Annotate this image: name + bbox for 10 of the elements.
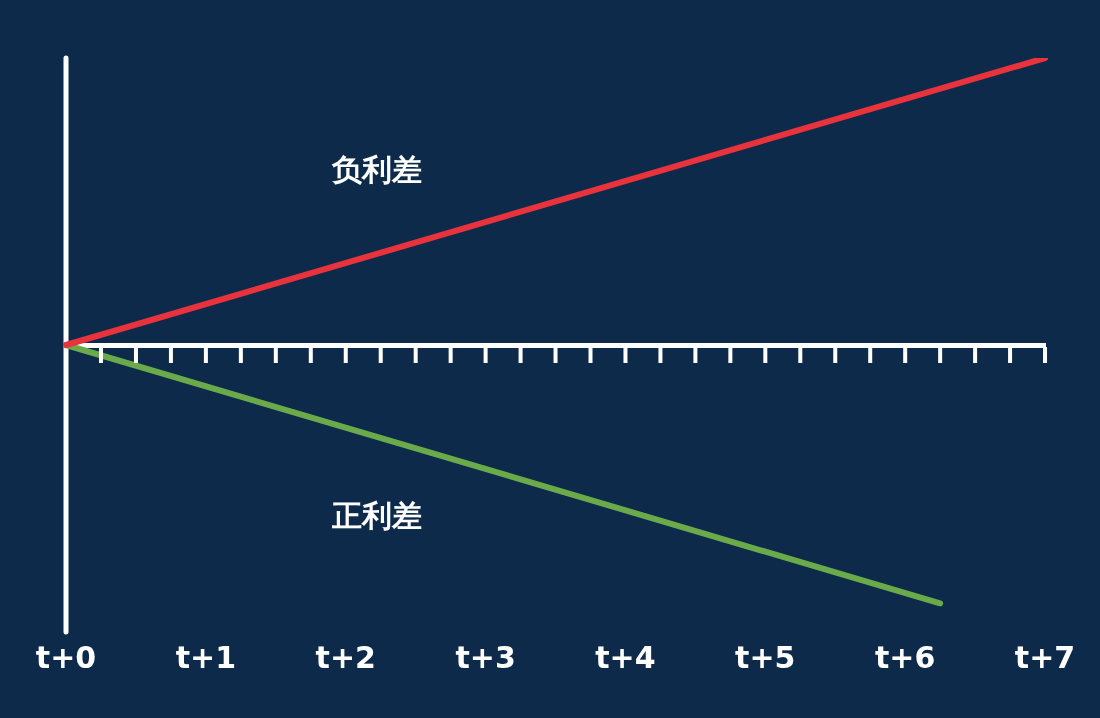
- x-tick-label: t+0: [35, 639, 97, 675]
- series-label: 正利差: [330, 498, 422, 534]
- series-label: 负利差: [330, 152, 422, 188]
- x-tick-label: t+5: [735, 639, 796, 675]
- x-tick-label: t+3: [455, 639, 516, 675]
- x-tick-label: t+6: [874, 639, 936, 675]
- x-tick-label: t+7: [1014, 639, 1076, 675]
- x-tick-label: t+1: [175, 639, 237, 675]
- x-tick-label: t+2: [315, 639, 376, 675]
- x-tick-label: t+4: [595, 639, 656, 675]
